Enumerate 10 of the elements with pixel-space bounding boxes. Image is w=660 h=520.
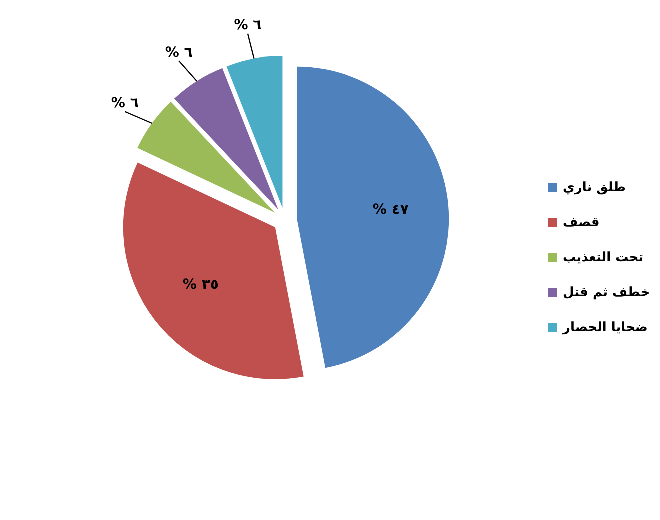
data-label: % ٦ — [111, 96, 140, 112]
legend-label: طلق ناري — [563, 180, 626, 196]
data-label: % ٦ — [165, 44, 194, 61]
legend-label: خطف ثم قتل — [563, 286, 650, 301]
legend-label: قصف — [563, 216, 600, 231]
data-label: % ٣٥ — [182, 277, 219, 294]
legend-label: ضحايا الحصار — [562, 320, 648, 336]
data-label: % ٦ — [234, 18, 262, 34]
legend-label: تحت التعذيب — [563, 250, 644, 266]
data-label: % ٤٧ — [372, 202, 410, 218]
